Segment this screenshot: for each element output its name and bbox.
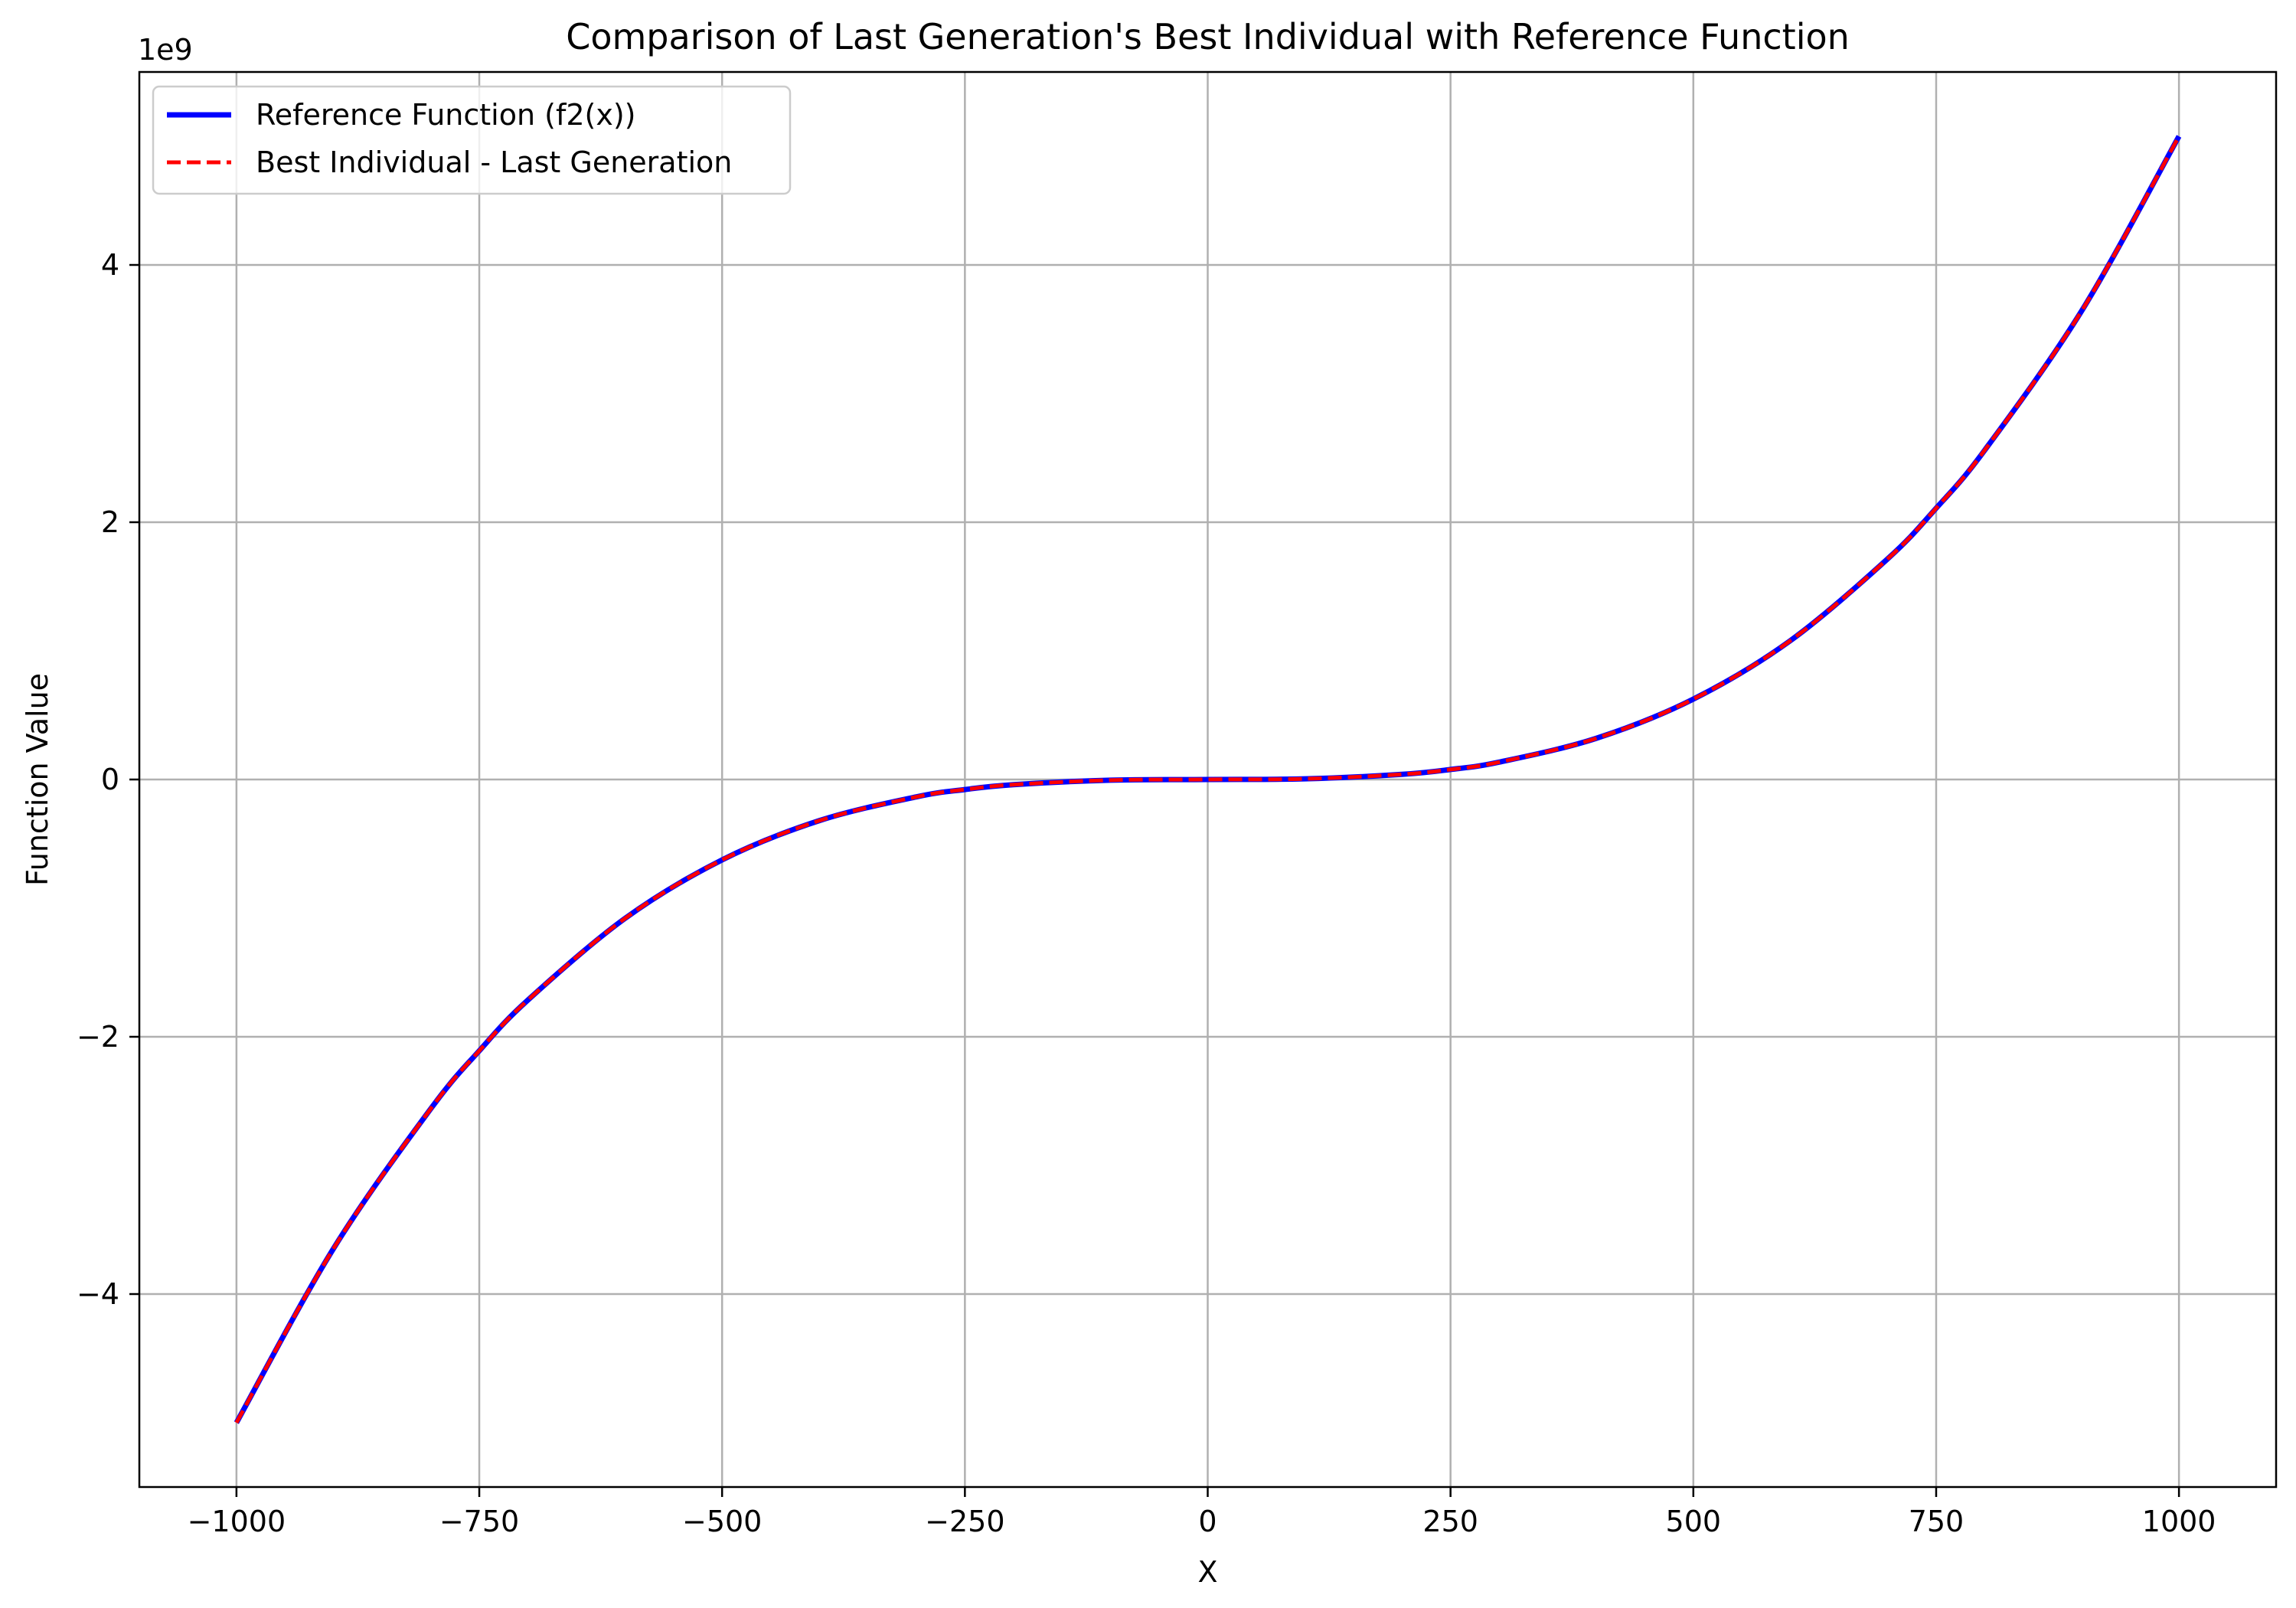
- y-tick-label: 0: [101, 763, 119, 796]
- x-tick-label: 250: [1422, 1505, 1478, 1538]
- y-tick-label: −4: [77, 1277, 119, 1311]
- y-axis-label: Function Value: [21, 673, 54, 886]
- series-layer: [234, 135, 2182, 1424]
- y-axis: −4 −2 0 2 4: [77, 248, 139, 1311]
- y-tick-label: 4: [101, 248, 119, 282]
- y-tick-label: −2: [77, 1020, 119, 1054]
- chart-title: Comparison of Last Generation's Best Ind…: [566, 16, 1850, 57]
- legend-box: [152, 85, 792, 195]
- x-tick-label: 750: [1909, 1505, 1965, 1538]
- x-axis-label: X: [1197, 1555, 1217, 1589]
- x-tick-label: −750: [439, 1505, 519, 1538]
- x-tick-label: −1000: [188, 1505, 286, 1538]
- y-tick-label: 2: [101, 505, 119, 539]
- x-tick-label: 1000: [2142, 1505, 2216, 1538]
- series-line-best-individual: [234, 135, 2181, 1424]
- x-tick-label: −500: [682, 1505, 762, 1538]
- x-tick-label: 500: [1666, 1505, 1722, 1538]
- x-tick-label: −250: [925, 1505, 1004, 1538]
- legend-entry-reference: Reference Function (f2(x)): [256, 98, 636, 132]
- legend: Reference Function (f2(x)) Best Individu…: [152, 85, 792, 195]
- x-axis: −1000 −750 −500 −250 0 250 500 750 1000: [188, 1487, 2216, 1538]
- x-tick-label: 0: [1198, 1505, 1217, 1538]
- y-axis-offset-label: 1e9: [138, 33, 193, 67]
- legend-entry-best-individual: Best Individual - Last Generation: [256, 145, 732, 179]
